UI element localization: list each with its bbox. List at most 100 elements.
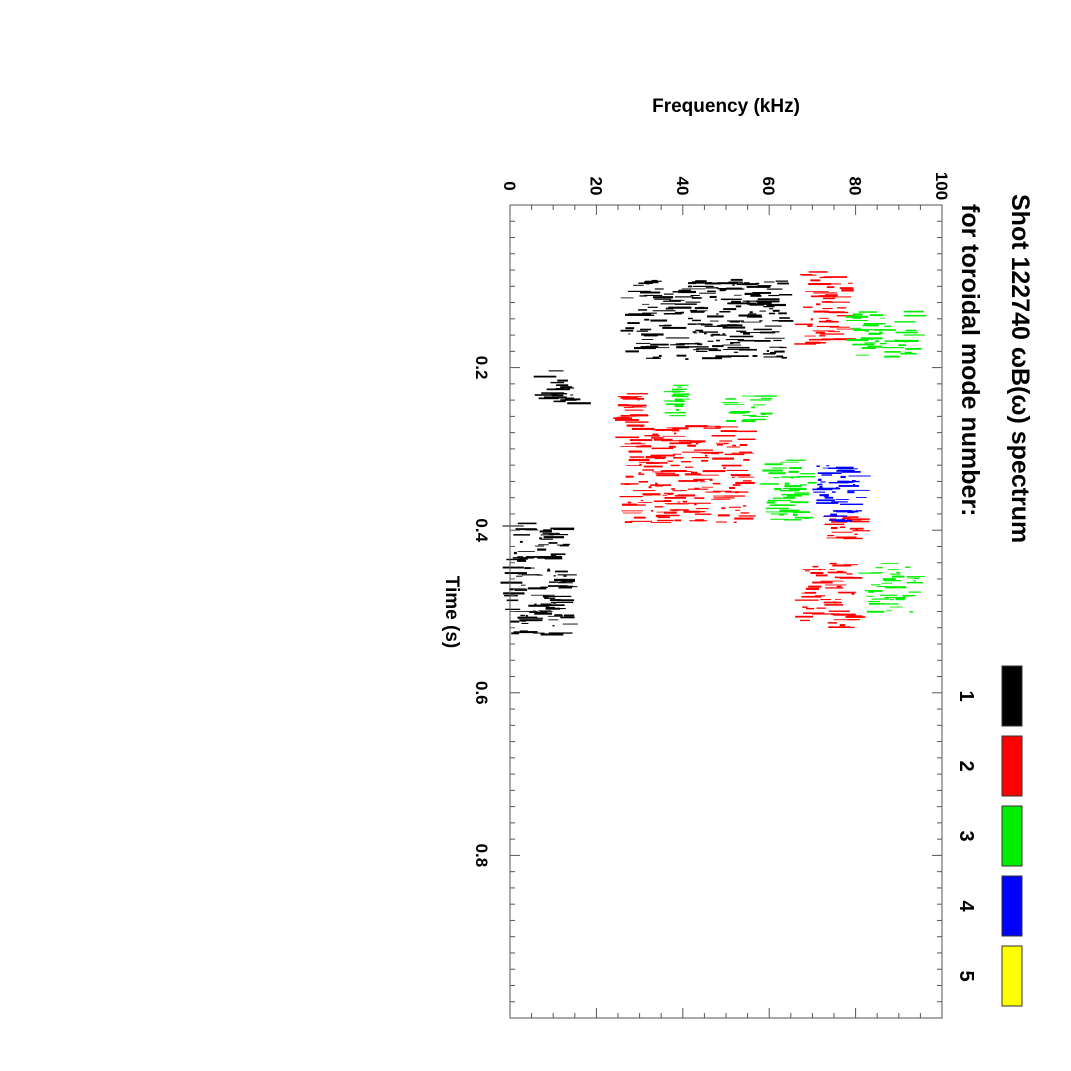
spectral-streak — [715, 426, 739, 428]
spectral-streak — [650, 454, 658, 457]
spectral-streak — [694, 307, 709, 310]
spectral-streak — [890, 573, 901, 575]
spectral-streak — [722, 402, 739, 404]
spectral-streak — [672, 429, 680, 432]
spectral-streak — [765, 507, 789, 510]
spectral-streak — [908, 591, 922, 593]
spectral-streak — [725, 339, 744, 341]
spectral-streak — [529, 611, 548, 613]
spectral-streak — [520, 619, 526, 622]
spectral-streak — [909, 611, 913, 613]
spectral-streak — [755, 395, 777, 397]
spectral-streak — [820, 580, 844, 582]
spectral-streak — [534, 612, 552, 615]
spectral-streak — [780, 490, 800, 492]
spectral-streak — [644, 494, 652, 496]
spectral-streak — [828, 331, 840, 333]
spectral-streak — [654, 506, 664, 508]
spectral-streak — [721, 507, 726, 510]
spectral-streak — [562, 580, 575, 582]
spectral-streak — [548, 370, 564, 372]
spectral-streak — [792, 511, 810, 514]
spectral-streak — [826, 465, 830, 467]
spectral-streak — [702, 470, 726, 473]
spectral-streak — [906, 576, 925, 578]
spectral-streak — [700, 481, 706, 483]
spectral-streak — [730, 278, 743, 281]
spectral-streak — [890, 599, 894, 601]
spectral-streak — [715, 521, 727, 523]
spectral-streak — [826, 286, 835, 288]
spectral-streak — [547, 568, 550, 571]
spectral-streak — [807, 342, 826, 344]
spectral-streak — [673, 453, 682, 455]
spectral-streak — [804, 335, 816, 337]
spectral-streak — [514, 611, 538, 612]
spectral-streak — [805, 570, 810, 572]
spectral-streak — [880, 563, 899, 565]
spectral-streak — [891, 575, 905, 578]
spectral-streak — [674, 296, 694, 298]
spectral-streak — [620, 396, 638, 399]
spectral-streak — [835, 599, 842, 600]
spectral-streak — [628, 333, 631, 335]
spectral-streak — [688, 317, 693, 320]
spectral-streak — [555, 570, 568, 573]
spectral-streak — [816, 310, 827, 313]
spectral-streak — [766, 501, 776, 504]
spectral-streak — [650, 522, 672, 523]
spectral-streak — [696, 442, 699, 445]
spectral-streak — [799, 484, 807, 486]
spectral-streak — [546, 604, 565, 606]
spectral-streak — [628, 458, 650, 462]
spectral-streak — [851, 593, 855, 595]
spectral-streak — [826, 537, 846, 539]
spectral-streak — [853, 328, 865, 332]
spectral-streak — [636, 330, 648, 332]
spectral-streak — [689, 309, 697, 312]
spectral-streak — [674, 405, 684, 408]
spectral-streak — [812, 330, 835, 332]
spectral-streak — [879, 331, 883, 334]
spectral-streak — [624, 483, 629, 485]
spectral-streak — [711, 498, 731, 500]
spectral-streak — [752, 355, 758, 357]
legend-label-mode-5: 5 — [955, 970, 977, 981]
spectral-streak — [677, 501, 681, 503]
spectral-streak — [763, 306, 775, 308]
spectral-streak — [732, 476, 735, 478]
spectral-streak — [811, 613, 834, 615]
spectral-streak — [769, 346, 784, 348]
spectral-streak — [837, 307, 847, 309]
spectral-streak — [643, 335, 658, 337]
spectral-streak — [712, 495, 730, 497]
spectral-streak — [749, 415, 758, 417]
spectral-streak — [642, 303, 650, 305]
spectral-streak — [570, 394, 574, 396]
spectral-streak — [697, 425, 721, 427]
spectral-streak — [881, 603, 899, 605]
spectral-streak — [638, 473, 645, 475]
spectral-streak — [665, 337, 690, 339]
spectral-streak — [839, 287, 854, 289]
spectral-streak — [853, 484, 856, 486]
spectral-streak — [757, 285, 772, 287]
spectral-streak — [694, 503, 697, 506]
spectral-streak — [774, 488, 782, 491]
spectral-streak — [770, 518, 789, 520]
spectral-streak — [548, 542, 558, 544]
spectral-streak — [638, 502, 653, 503]
spectral-streak — [659, 354, 662, 357]
spectral-streak — [685, 425, 709, 427]
spectral-streak — [638, 472, 642, 474]
spectral-streak — [695, 519, 704, 522]
spectral-streak — [650, 510, 654, 512]
spectral-streak — [763, 356, 783, 358]
spectral-streak — [751, 406, 755, 409]
spectral-streak — [808, 585, 822, 588]
spectral-streak — [735, 509, 741, 511]
spectral-streak — [884, 596, 906, 599]
spectral-streak — [626, 404, 647, 407]
spectral-streak — [849, 468, 858, 470]
spectral-streak — [544, 597, 556, 599]
